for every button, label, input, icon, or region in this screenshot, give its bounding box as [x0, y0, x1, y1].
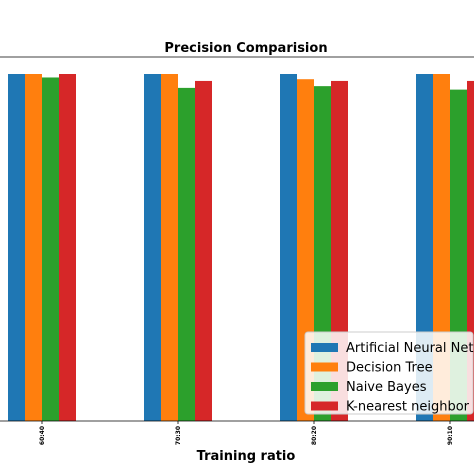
bar-70-30-1 — [161, 74, 178, 421]
x-tick-label: 70:30 — [175, 426, 182, 445]
x-axis-label: Training ratio — [197, 449, 296, 464]
bar-60-40-3 — [59, 74, 76, 421]
bar-70-30-0 — [144, 74, 161, 421]
legend-label: Artificial Neural Network — [346, 341, 474, 356]
legend-box — [304, 331, 474, 415]
x-tick-label: 80:20 — [311, 426, 318, 445]
bar-60-40-1 — [25, 74, 42, 421]
legend: Artificial Neural Network Decision Tree Na… — [304, 331, 474, 415]
bar-70-30-3 — [195, 80, 212, 421]
legend-label: K-nearest neighbor — [346, 400, 470, 415]
x-tick-label: 60:40 — [39, 426, 46, 445]
legend-swatch — [311, 382, 338, 391]
x-ticks-group: 60:40 70:30 80:20 90:10 — [39, 421, 454, 445]
legend-swatch — [311, 362, 338, 372]
chart-title: Precision Comparision — [164, 41, 327, 56]
legend-label: Decision Tree — [346, 361, 433, 376]
legend-label: Naive Bayes — [346, 380, 427, 395]
bar-80-20-0 — [280, 74, 297, 421]
bar-90-10-3 — [467, 80, 474, 421]
x-tick-label: 90:10 — [447, 426, 454, 445]
bar-70-30-2 — [178, 87, 195, 421]
bar-60-40-2 — [42, 77, 59, 421]
legend-swatch — [311, 343, 338, 352]
bar-60-40-0 — [8, 74, 25, 421]
legend-swatch — [311, 401, 338, 411]
